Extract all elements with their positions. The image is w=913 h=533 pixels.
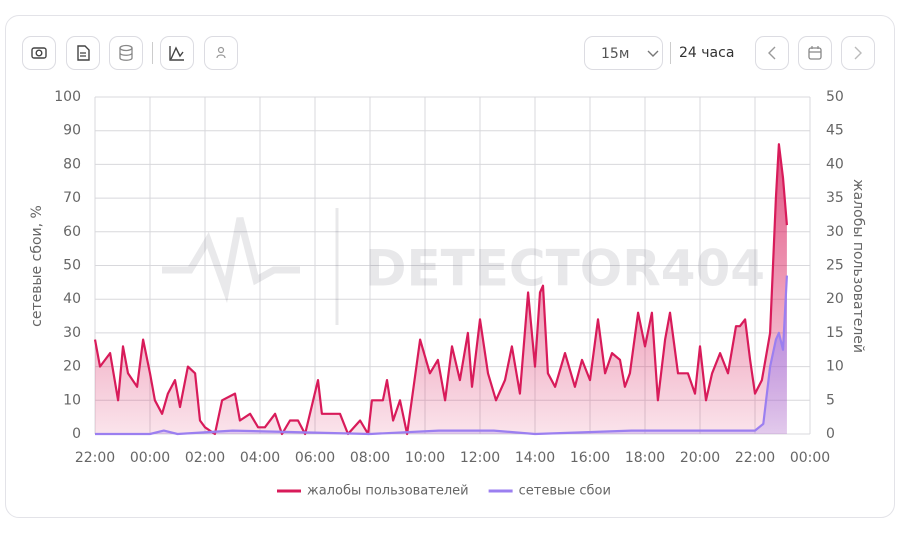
user-button[interactable]: [204, 36, 238, 70]
y2-tick-label: 5: [826, 392, 835, 408]
watermark-text: DETECTOR404: [365, 240, 765, 298]
chevron: [647, 50, 659, 57]
y2-tick-label: 45: [826, 123, 844, 139]
report-button[interactable]: [66, 36, 100, 70]
range-label: 24 часа: [679, 45, 735, 61]
calendar-button[interactable]: [798, 36, 832, 70]
calendar-icon: [808, 46, 822, 60]
y-tick-label: 0: [72, 426, 81, 442]
x-tick-label: 00:00: [130, 450, 170, 466]
y-tick-label: 70: [63, 190, 81, 206]
x-tick-label: 14:00: [515, 450, 555, 466]
y-tick-label: 30: [63, 325, 81, 341]
x-tick-label: 02:00: [185, 450, 225, 466]
db-icon: [119, 44, 133, 61]
y2-tick-label: 15: [826, 325, 844, 341]
x-tick-label: 06:00: [295, 450, 335, 466]
y-axis-title: сетевые сбои, %: [29, 205, 45, 327]
doc-icon: [77, 45, 90, 61]
y-tick-label: 40: [63, 291, 81, 307]
x-tick-label: 00:00: [790, 450, 830, 466]
y-tick-label: 100: [54, 89, 81, 105]
legend-label: жалобы пользователей: [307, 484, 469, 499]
interval-select[interactable]: 15м: [584, 36, 663, 70]
x-tick-label: 22:00: [735, 450, 775, 466]
x-tick-label: 20:00: [680, 450, 720, 466]
y-tick-label: 50: [63, 258, 81, 274]
y-tick-label: 10: [63, 392, 81, 408]
user-icon: [216, 46, 226, 59]
y-tick-label: 80: [63, 156, 81, 172]
prev-icon: [768, 46, 776, 60]
x-tick-label: 10:00: [405, 450, 445, 466]
next-button[interactable]: [841, 36, 875, 70]
y2-tick-label: 30: [826, 224, 844, 240]
y-tick-label: 60: [63, 224, 81, 240]
x-tick-label: 22:00: [75, 450, 115, 466]
separator: [670, 42, 671, 64]
y-tick-label: 90: [63, 123, 81, 139]
y2-tick-label: 0: [826, 426, 835, 442]
camera-icon: [31, 47, 47, 59]
next-icon: [854, 46, 862, 60]
y2-tick-label: 35: [826, 190, 844, 206]
y-tick-label: 20: [63, 359, 81, 375]
y2-tick-label: 20: [826, 291, 844, 307]
prev-button[interactable]: [755, 36, 789, 70]
interval-value: 15м: [601, 46, 630, 62]
data-button[interactable]: [109, 36, 143, 70]
separator: [152, 42, 153, 64]
x-tick-label: 12:00: [460, 450, 500, 466]
chart-mode-button[interactable]: [160, 36, 194, 70]
watermark: DETECTOR404: [162, 208, 765, 325]
x-tick-label: 18:00: [625, 450, 665, 466]
screenshot-button[interactable]: [22, 36, 56, 70]
y2-tick-label: 50: [826, 89, 844, 105]
y2-tick-label: 10: [826, 359, 844, 375]
y2-tick-label: 25: [826, 258, 844, 274]
series-line: [95, 275, 788, 436]
x-tick-label: 04:00: [240, 450, 280, 466]
series-line: [93, 143, 788, 436]
series-area: [95, 144, 787, 434]
chart-icon: [169, 46, 184, 61]
y2-axis-title: жалобы пользователей: [850, 179, 866, 353]
x-tick-label: 08:00: [350, 450, 390, 466]
y2-tick-label: 40: [826, 156, 844, 172]
x-tick-label: 16:00: [570, 450, 610, 466]
legend-label: сетевые сбои: [519, 484, 611, 499]
